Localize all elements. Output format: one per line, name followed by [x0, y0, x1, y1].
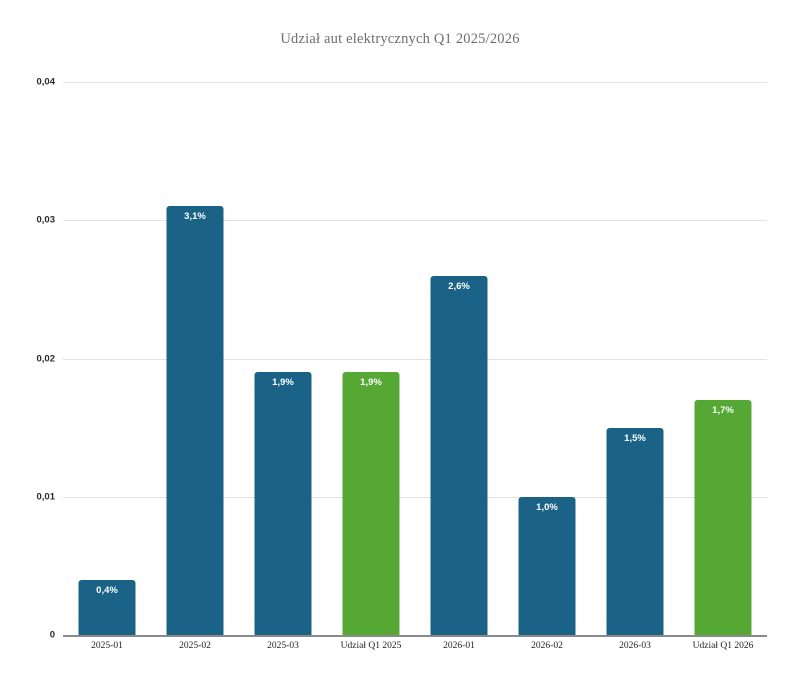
bar-2026-02[interactable]: 1,0% — [518, 496, 576, 635]
bar-2025-03[interactable]: 1,9% — [254, 372, 312, 635]
y-tick-label: 0,04 — [36, 76, 56, 88]
x-tick-label: 2025-03 — [267, 641, 299, 651]
x-tick-label: 2026-01 — [443, 641, 475, 651]
x-axis-labels: 2025-01 2025-02 2025-03 Udział Q1 2025 2026-… — [63, 641, 767, 661]
gridline — [63, 82, 767, 83]
bar-2025-02[interactable]: 3,1% — [166, 206, 224, 635]
bar-udzia-q1-2026[interactable]: 1,7% — [694, 399, 752, 635]
bar-slot: 3,1% — [152, 82, 238, 635]
x-tick-label: 2025-01 — [91, 641, 123, 651]
x-axis-line — [63, 635, 767, 637]
bar-slot: 1,9% — [240, 82, 326, 635]
bar-value-label: 2,6% — [448, 280, 470, 292]
bar-2026-03[interactable]: 1,5% — [606, 427, 664, 635]
chart-title: Udział aut elektrycznych Q1 2025/2026 — [280, 31, 520, 47]
bar-series: 0,4% 3,1% 1,9% 1,9% 2,6% 1,0% 1,5% 1,7% — [63, 82, 767, 635]
bar-value-label: 1,0% — [536, 501, 558, 513]
plot-area: 0,4% 3,1% 1,9% 1,9% 2,6% 1,0% 1,5% 1,7% — [63, 82, 767, 637]
x-tick-label: 2026-03 — [619, 641, 651, 651]
gridline — [63, 220, 767, 222]
bar-value-label: 0,4% — [96, 584, 118, 596]
bar-value-label: 1,5% — [624, 432, 646, 444]
y-tick-label: 0 — [49, 629, 55, 641]
bar-value-label: 1,9% — [360, 377, 382, 389]
x-tick-label: 2026-02 — [531, 641, 563, 651]
bar-slot: 0,4% — [64, 82, 150, 635]
bar-slot: 2,6% — [416, 82, 502, 635]
bar-udzia-q1-2025[interactable]: 1,9% — [342, 372, 400, 635]
x-tick-label: 2025-02 — [179, 641, 211, 651]
x-tick-label: Udział Q1 2026 — [692, 641, 754, 651]
bar-2026-01[interactable]: 2,6% — [430, 275, 488, 635]
gridline — [63, 496, 767, 498]
gridline — [63, 358, 767, 360]
y-tick-label: 0,01 — [36, 491, 56, 503]
bar-value-label: 1,7% — [712, 404, 734, 416]
x-tick-label: Udział Q1 2025 — [340, 641, 402, 651]
bar-slot: 1,7% — [680, 82, 766, 635]
bar-slot: 1,0% — [504, 82, 590, 635]
bar-slot: 1,5% — [592, 82, 678, 635]
y-tick-label: 0,02 — [36, 353, 56, 364]
bar-value-label: 1,9% — [272, 377, 294, 389]
bar-2025-01[interactable]: 0,4% — [78, 579, 136, 635]
y-tick-label: 0,03 — [36, 214, 56, 226]
bar-slot: 1,9% — [328, 82, 414, 635]
bar-value-label: 3,1% — [184, 211, 206, 223]
